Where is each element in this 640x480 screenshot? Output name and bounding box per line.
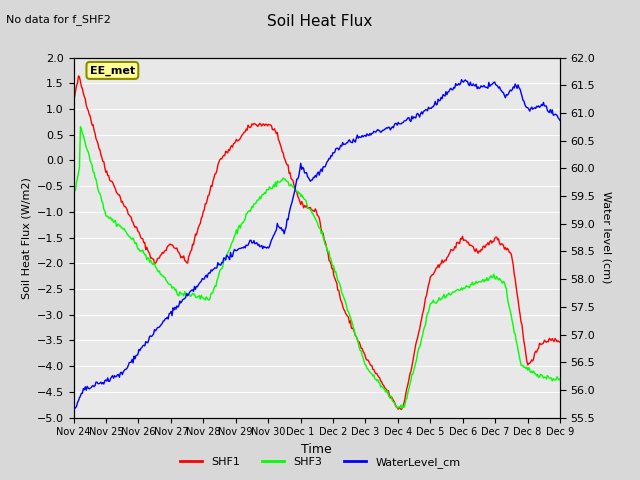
X-axis label: Time: Time [301,443,332,456]
Text: Soil Heat Flux: Soil Heat Flux [268,14,372,29]
Legend: SHF1, SHF3, WaterLevel_cm: SHF1, SHF3, WaterLevel_cm [175,452,465,472]
Text: EE_met: EE_met [90,65,135,75]
Text: No data for f_SHF2: No data for f_SHF2 [6,14,111,25]
Y-axis label: Water level (cm): Water level (cm) [602,192,612,284]
Y-axis label: Soil Heat Flux (W/m2): Soil Heat Flux (W/m2) [21,177,31,299]
